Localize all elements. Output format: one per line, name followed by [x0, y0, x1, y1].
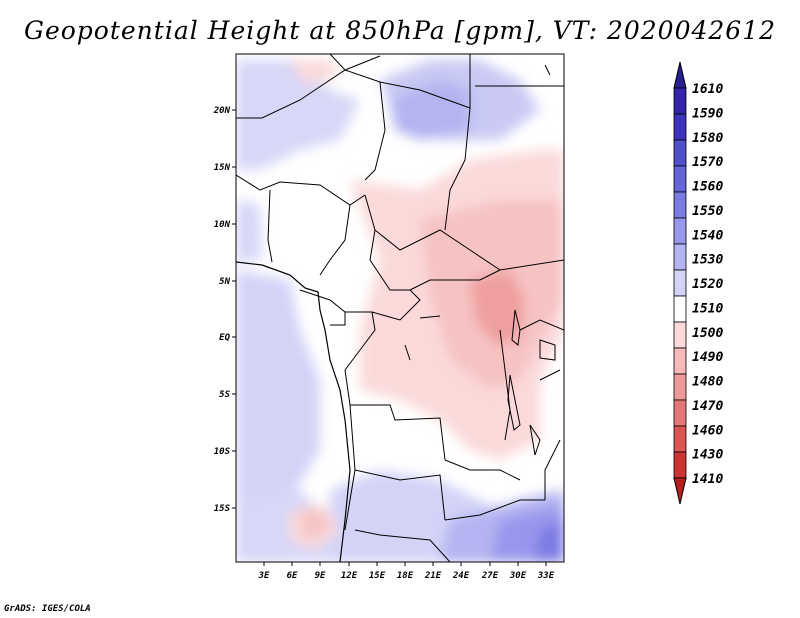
colorbar-swatch — [673, 321, 687, 349]
lat-label-5s: 5S — [219, 390, 230, 400]
colorbar-swatch — [673, 425, 687, 453]
colorbar-label: 1460 — [692, 423, 723, 438]
colorbar-label: 1520 — [692, 277, 723, 292]
colorbar-label: 1510 — [692, 301, 723, 316]
colorbar-label: 1540 — [692, 228, 723, 243]
colorbar-swatch — [673, 87, 687, 115]
colorbar-label: 1590 — [692, 106, 723, 121]
colorbar-label: 1580 — [692, 131, 723, 146]
lon-label-27e: 27E — [481, 571, 499, 581]
colorbar-swatch — [673, 217, 687, 245]
colorbar-label: 1410 — [692, 472, 723, 487]
lat-label-15s: 15S — [214, 504, 231, 514]
lon-label-3e: 3E — [258, 571, 270, 581]
lat-label-10s: 10S — [214, 447, 231, 457]
colorbar-swatch — [673, 165, 687, 193]
lat-label-15n: 15N — [214, 163, 231, 173]
colorbar-label: 1530 — [692, 253, 723, 268]
colorbar-label: 1430 — [692, 448, 723, 463]
lon-label-6e: 6E — [287, 571, 298, 581]
colorbar-swatch — [673, 295, 687, 323]
map-frame — [235, 53, 565, 563]
lat-label-20n: 20N — [213, 106, 231, 116]
colorbar-top-arrow — [673, 61, 687, 89]
lakes — [404, 64, 556, 456]
lon-label-21e: 21E — [424, 571, 442, 581]
colorbar-bottom-arrow — [673, 477, 687, 505]
colorbar-swatch — [673, 347, 687, 375]
colorbar-label: 1560 — [692, 180, 723, 195]
colorbar-swatch — [673, 113, 687, 141]
colorbar-label: 1490 — [692, 350, 723, 365]
colorbar-label: 1570 — [692, 155, 723, 170]
colorbar-label: 1500 — [692, 326, 723, 341]
colorbar-label: 1550 — [692, 204, 723, 219]
lon-axis: 3E 6E 9E 12E 15E 18E 21E 24E 27E 30E 33E — [258, 562, 555, 581]
lat-label-eq: EQ — [219, 333, 230, 343]
map-title: Geopotential Height at 850hPa [gpm], VT:… — [23, 16, 777, 45]
colorbar-label: 1470 — [692, 399, 723, 414]
lat-axis: 20N 15N 10N 5N EQ 5S 10S 15S — [213, 106, 236, 514]
lat-label-5n: 5N — [219, 277, 230, 287]
country-borders — [236, 54, 564, 562]
coastline — [236, 261, 351, 562]
colorbar-swatch — [673, 399, 687, 427]
colorbar-label: 1610 — [692, 82, 723, 97]
lon-label-15e: 15E — [369, 571, 386, 581]
lon-label-24e: 24E — [452, 571, 470, 581]
lon-label-33e: 33E — [537, 571, 555, 581]
lon-label-12e: 12E — [341, 571, 358, 581]
colorbar: 1610 1590 1580 1570 1560 1550 1540 1530 1520 1510… — [673, 61, 723, 505]
lon-label-30e: 30E — [509, 571, 527, 581]
colorbar-swatch — [673, 243, 687, 271]
colorbar-swatch — [673, 191, 687, 219]
geopotential-field — [236, 54, 564, 562]
lon-label-9e: 9E — [315, 571, 326, 581]
lat-label-10n: 10N — [214, 220, 231, 230]
lon-label-18e: 18E — [397, 571, 414, 581]
colorbar-swatch — [673, 373, 687, 401]
colorbar-swatch — [673, 451, 687, 479]
colorbar-swatch — [673, 269, 687, 297]
colorbar-swatch — [673, 139, 687, 167]
colorbar-label: 1480 — [692, 375, 723, 390]
grads-credit: GrADS: IGES/COLA — [4, 604, 91, 614]
